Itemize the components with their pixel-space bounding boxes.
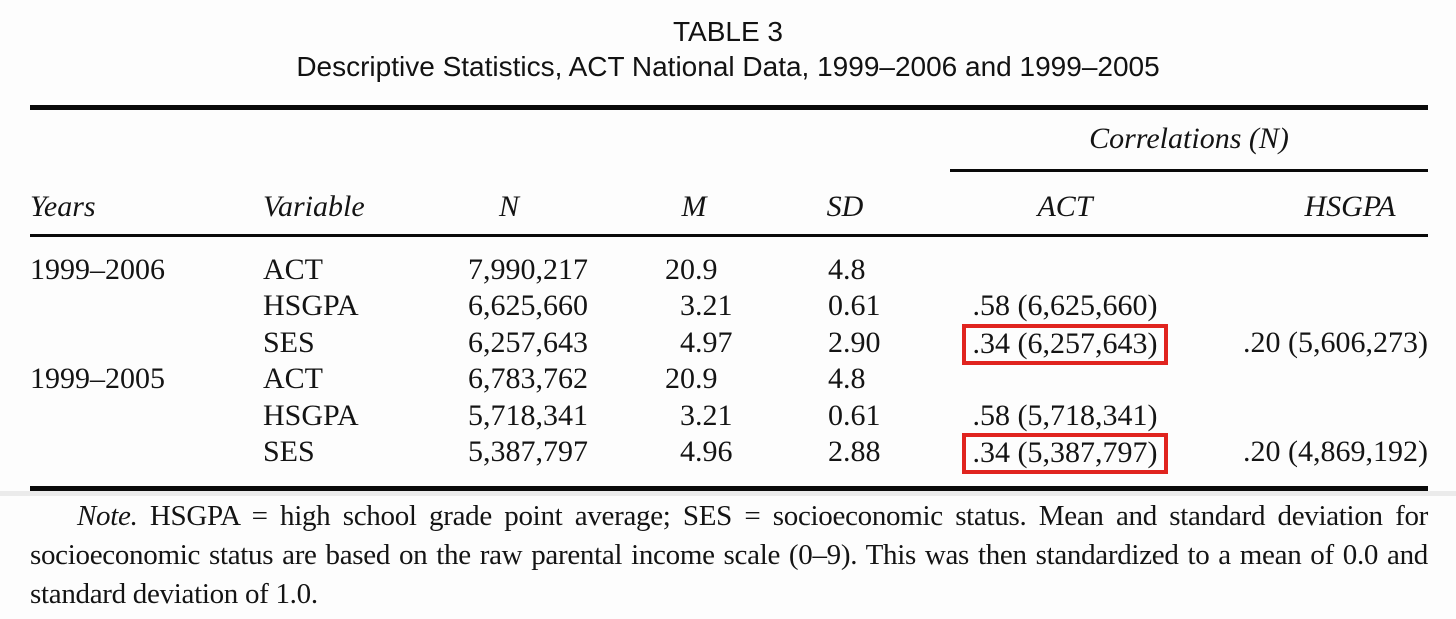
fraction-part: .9: [695, 362, 718, 396]
cell-variable: HSGPA: [263, 289, 359, 323]
cell-sd: 2.88: [770, 433, 890, 470]
cell-n: 6,783,762: [468, 362, 588, 396]
column-header-m: M: [681, 190, 707, 223]
integer-part: 20: [665, 362, 695, 396]
scan-shadow-line: [0, 491, 1456, 496]
integer-part: 2: [828, 435, 843, 468]
cell-m: 20.9: [630, 251, 758, 288]
highlight-box: .34 (5,387,797): [961, 433, 1169, 474]
integer-part: 20: [665, 253, 695, 286]
cell-variable: SES: [263, 435, 315, 468]
cell-act-correlation: .58 (6,625,660): [972, 289, 1158, 323]
cell-variable: HSGPA: [263, 398, 359, 432]
cell-variable: ACT: [263, 253, 323, 286]
highlight-box: .34 (6,257,643): [961, 323, 1169, 365]
integer-part: 0: [828, 398, 843, 432]
cell-act-correlation: .58 (5,718,341): [972, 398, 1158, 432]
correlations-spanner-rule: [950, 169, 1428, 172]
cell-hsgpa-correlation: .20 (5,606,273): [1243, 325, 1428, 359]
fraction-part: .8: [843, 253, 866, 286]
integer-part: 3: [680, 398, 695, 432]
fraction-part: .21: [695, 398, 733, 432]
table-title-block: TABLE 3 Descriptive Statistics, ACT Nati…: [0, 14, 1456, 84]
integer-part: 0: [828, 289, 843, 323]
fraction-part: .8: [843, 362, 866, 396]
integer-part: 4: [828, 253, 843, 286]
bottom-rule: [30, 486, 1428, 491]
integer-part: 4: [680, 435, 695, 468]
table-row: 1999–2005 ACT 6,783,762 20.9 4.8: [0, 360, 1456, 397]
fraction-part: .97: [695, 325, 733, 359]
note-text: HSGPA = high school grade point average;…: [30, 500, 1428, 610]
cell-hsgpa-correlation: .20 (4,869,192): [1243, 435, 1428, 468]
column-header-n: N: [498, 190, 519, 223]
table-row: HSGPA 5,718,341 3.21 0.61 .58 (5,718,341): [0, 397, 1456, 434]
fraction-part: .61: [843, 289, 881, 323]
table-number: TABLE 3: [673, 16, 783, 47]
table-caption: Descriptive Statistics, ACT National Dat…: [296, 51, 1160, 82]
fraction-part: .21: [695, 289, 733, 323]
fraction-part: .96: [695, 435, 733, 468]
cell-n: 5,387,797: [468, 435, 588, 468]
cell-sd: 4.8: [770, 360, 890, 397]
cell-act-correlation: .34 (6,257,643): [930, 323, 1200, 365]
integer-part: 3: [680, 289, 695, 323]
cell-variable: ACT: [263, 362, 323, 396]
column-header-act: ACT: [1037, 190, 1093, 223]
table-row: HSGPA 6,625,660 3.21 0.61 .58 (6,625,660): [0, 287, 1456, 324]
cell-m: 3.21: [630, 397, 758, 434]
table-note: Note. HSGPA = high school grade point av…: [30, 497, 1428, 614]
cell-n: 7,990,217: [468, 253, 588, 286]
correlations-group-header: Correlations (N): [1089, 122, 1289, 155]
integer-part: 2: [828, 325, 843, 359]
cell-m: 4.96: [630, 433, 758, 470]
cell-m: 4.97: [630, 324, 758, 361]
table-row: 1999–2006 ACT 7,990,217 20.9 4.8: [0, 251, 1456, 288]
column-header-sd: SD: [826, 190, 864, 223]
column-header-years: Years: [30, 190, 96, 223]
cell-variable: SES: [263, 325, 315, 359]
cell-sd: 2.90: [770, 324, 890, 361]
table-row: SES 5,387,797 4.96 2.88 .34 (5,387,797) .20 (…: [0, 433, 1456, 474]
cell-sd: 0.61: [770, 287, 890, 324]
integer-part: 4: [680, 325, 695, 359]
cell-sd: 0.61: [770, 397, 890, 434]
fraction-part: .90: [843, 325, 881, 359]
cell-years: 1999–2006: [30, 253, 165, 286]
column-header-hsgpa: HSGPA: [1304, 190, 1396, 223]
cell-n: 6,257,643: [468, 325, 588, 359]
cell-m: 3.21: [630, 287, 758, 324]
cell-n: 5,718,341: [468, 398, 588, 432]
top-rule: [30, 105, 1428, 110]
cell-years: 1999–2005: [30, 362, 165, 396]
fraction-part: .9: [695, 253, 718, 286]
header-rule: [30, 234, 1428, 237]
fraction-part: .88: [843, 435, 881, 468]
fraction-part: .61: [843, 398, 881, 432]
cell-sd: 4.8: [770, 251, 890, 288]
table-row: SES 6,257,643 4.97 2.90 .34 (6,257,643) .20 (…: [0, 323, 1456, 365]
column-header-variable: Variable: [263, 190, 365, 223]
cell-n: 6,625,660: [468, 289, 588, 323]
note-label: Note.: [77, 500, 138, 532]
integer-part: 4: [828, 362, 843, 396]
cell-m: 20.9: [630, 360, 758, 397]
cell-act-correlation: .34 (5,387,797): [930, 433, 1200, 474]
